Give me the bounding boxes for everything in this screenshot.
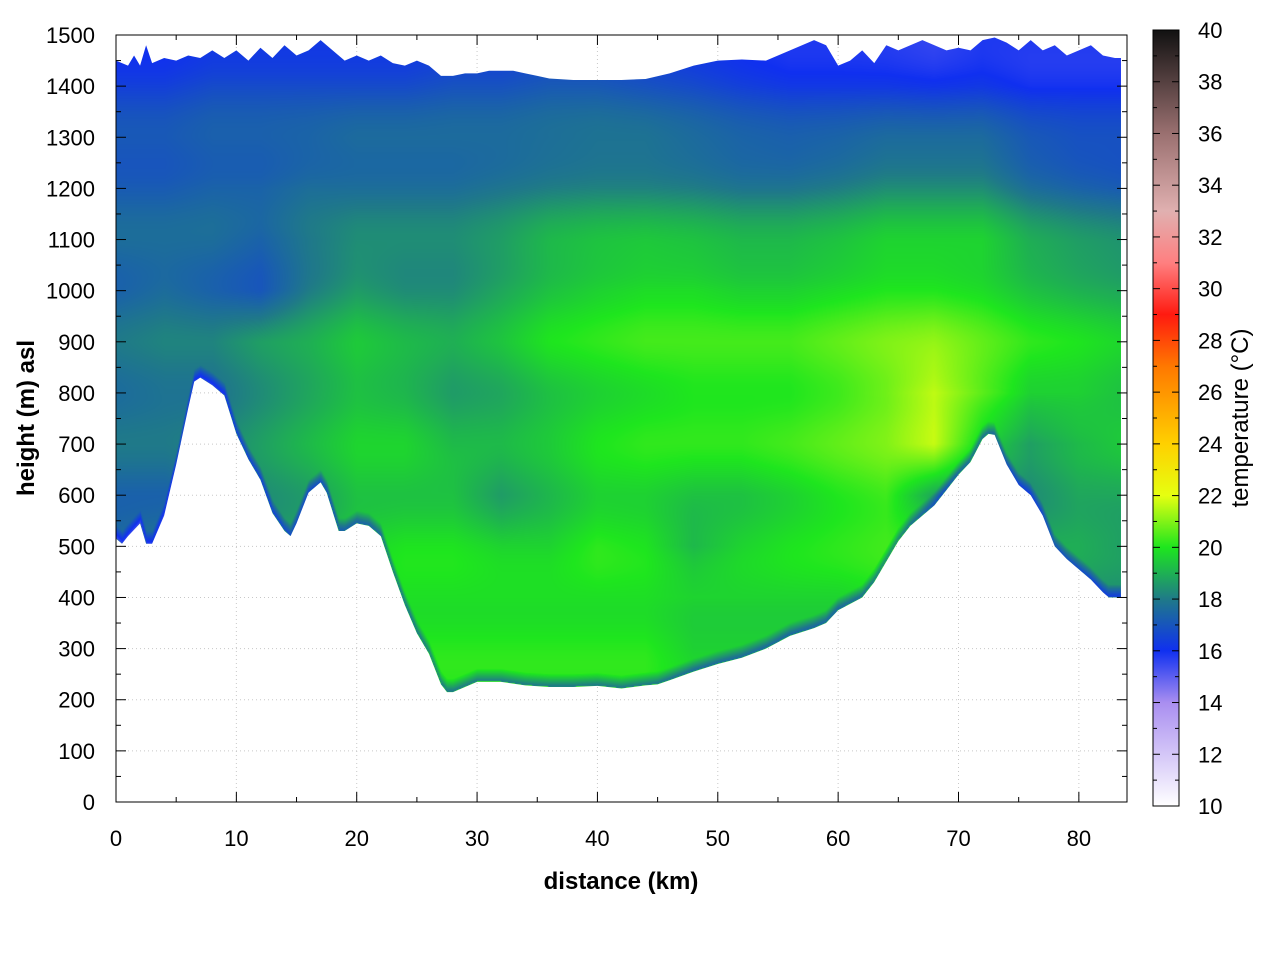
x-tick-label: 10 <box>224 826 248 851</box>
y-tick-label: 1200 <box>46 176 95 201</box>
x-tick-label: 0 <box>110 826 122 851</box>
colorbar-tick-label: 22 <box>1198 484 1222 509</box>
x-tick-label: 20 <box>344 826 368 851</box>
colorbar-tick-label: 28 <box>1198 328 1222 353</box>
x-axis-title: distance (km) <box>544 868 699 895</box>
colorbar-tick-label: 16 <box>1198 639 1222 664</box>
colorbar-tick-label: 38 <box>1198 70 1222 95</box>
x-tick-label: 80 <box>1067 826 1091 851</box>
colorbar-tick-label: 30 <box>1198 277 1222 302</box>
y-axis: 0 100 200 300 400 500 600 700 800 900 1000 1100 1200… <box>46 23 1127 815</box>
x-tick-label: 60 <box>826 826 850 851</box>
colorbar-tick-label: 10 <box>1198 794 1222 819</box>
y-tick-label: 800 <box>58 381 95 406</box>
colorbar-tick-label: 14 <box>1198 691 1222 716</box>
x-axis: 0 10 20 30 40 50 60 70 80 <box>110 35 1091 851</box>
colorbar-tick-label: 32 <box>1198 225 1222 250</box>
colorbar-tick-label: 20 <box>1198 535 1222 560</box>
colorbar-tick-label: 40 <box>1198 18 1222 43</box>
y-tick-label: 200 <box>58 688 95 713</box>
y-tick-label: 1500 <box>46 23 95 48</box>
colorbar-tick-label: 26 <box>1198 380 1222 405</box>
y-tick-label: 1300 <box>46 125 95 150</box>
x-tick-label: 30 <box>465 826 489 851</box>
y-tick-label: 1400 <box>46 74 95 99</box>
colorbar-tick-label: 12 <box>1198 742 1222 767</box>
colorbar-tick-label: 18 <box>1198 587 1222 612</box>
y-tick-label: 600 <box>58 483 95 508</box>
y-tick-label: 400 <box>58 585 95 610</box>
colorbar-gradient <box>1153 30 1179 806</box>
y-tick-label: 700 <box>58 432 95 457</box>
colorbar-tick-label: 24 <box>1198 432 1222 457</box>
x-tick-label: 40 <box>585 826 609 851</box>
x-tick-label: 50 <box>706 826 730 851</box>
y-tick-label: 300 <box>58 637 95 662</box>
y-tick-label: 900 <box>58 330 95 355</box>
colorbar-tick-label: 36 <box>1198 121 1222 146</box>
colorbar-ticks: 10 12 14 16 18 20 22 24 26 28 30 32 34 36 38 40 <box>1153 18 1222 819</box>
y-tick-label: 1100 <box>48 228 95 253</box>
x-tick-label: 70 <box>946 826 970 851</box>
y-tick-label: 1000 <box>46 279 95 304</box>
y-tick-label: 100 <box>58 739 95 764</box>
colorbar-title: temperature (°C) <box>1227 329 1254 508</box>
colorbar-tick-label: 34 <box>1198 173 1222 198</box>
colorbar: 10 12 14 16 18 20 22 24 26 28 30 32 34 36 38 40 <box>1152 18 1222 819</box>
y-axis-title: height (m) asl <box>13 340 40 496</box>
y-tick-label: 0 <box>83 790 95 815</box>
y-tick-label: 500 <box>58 534 95 559</box>
